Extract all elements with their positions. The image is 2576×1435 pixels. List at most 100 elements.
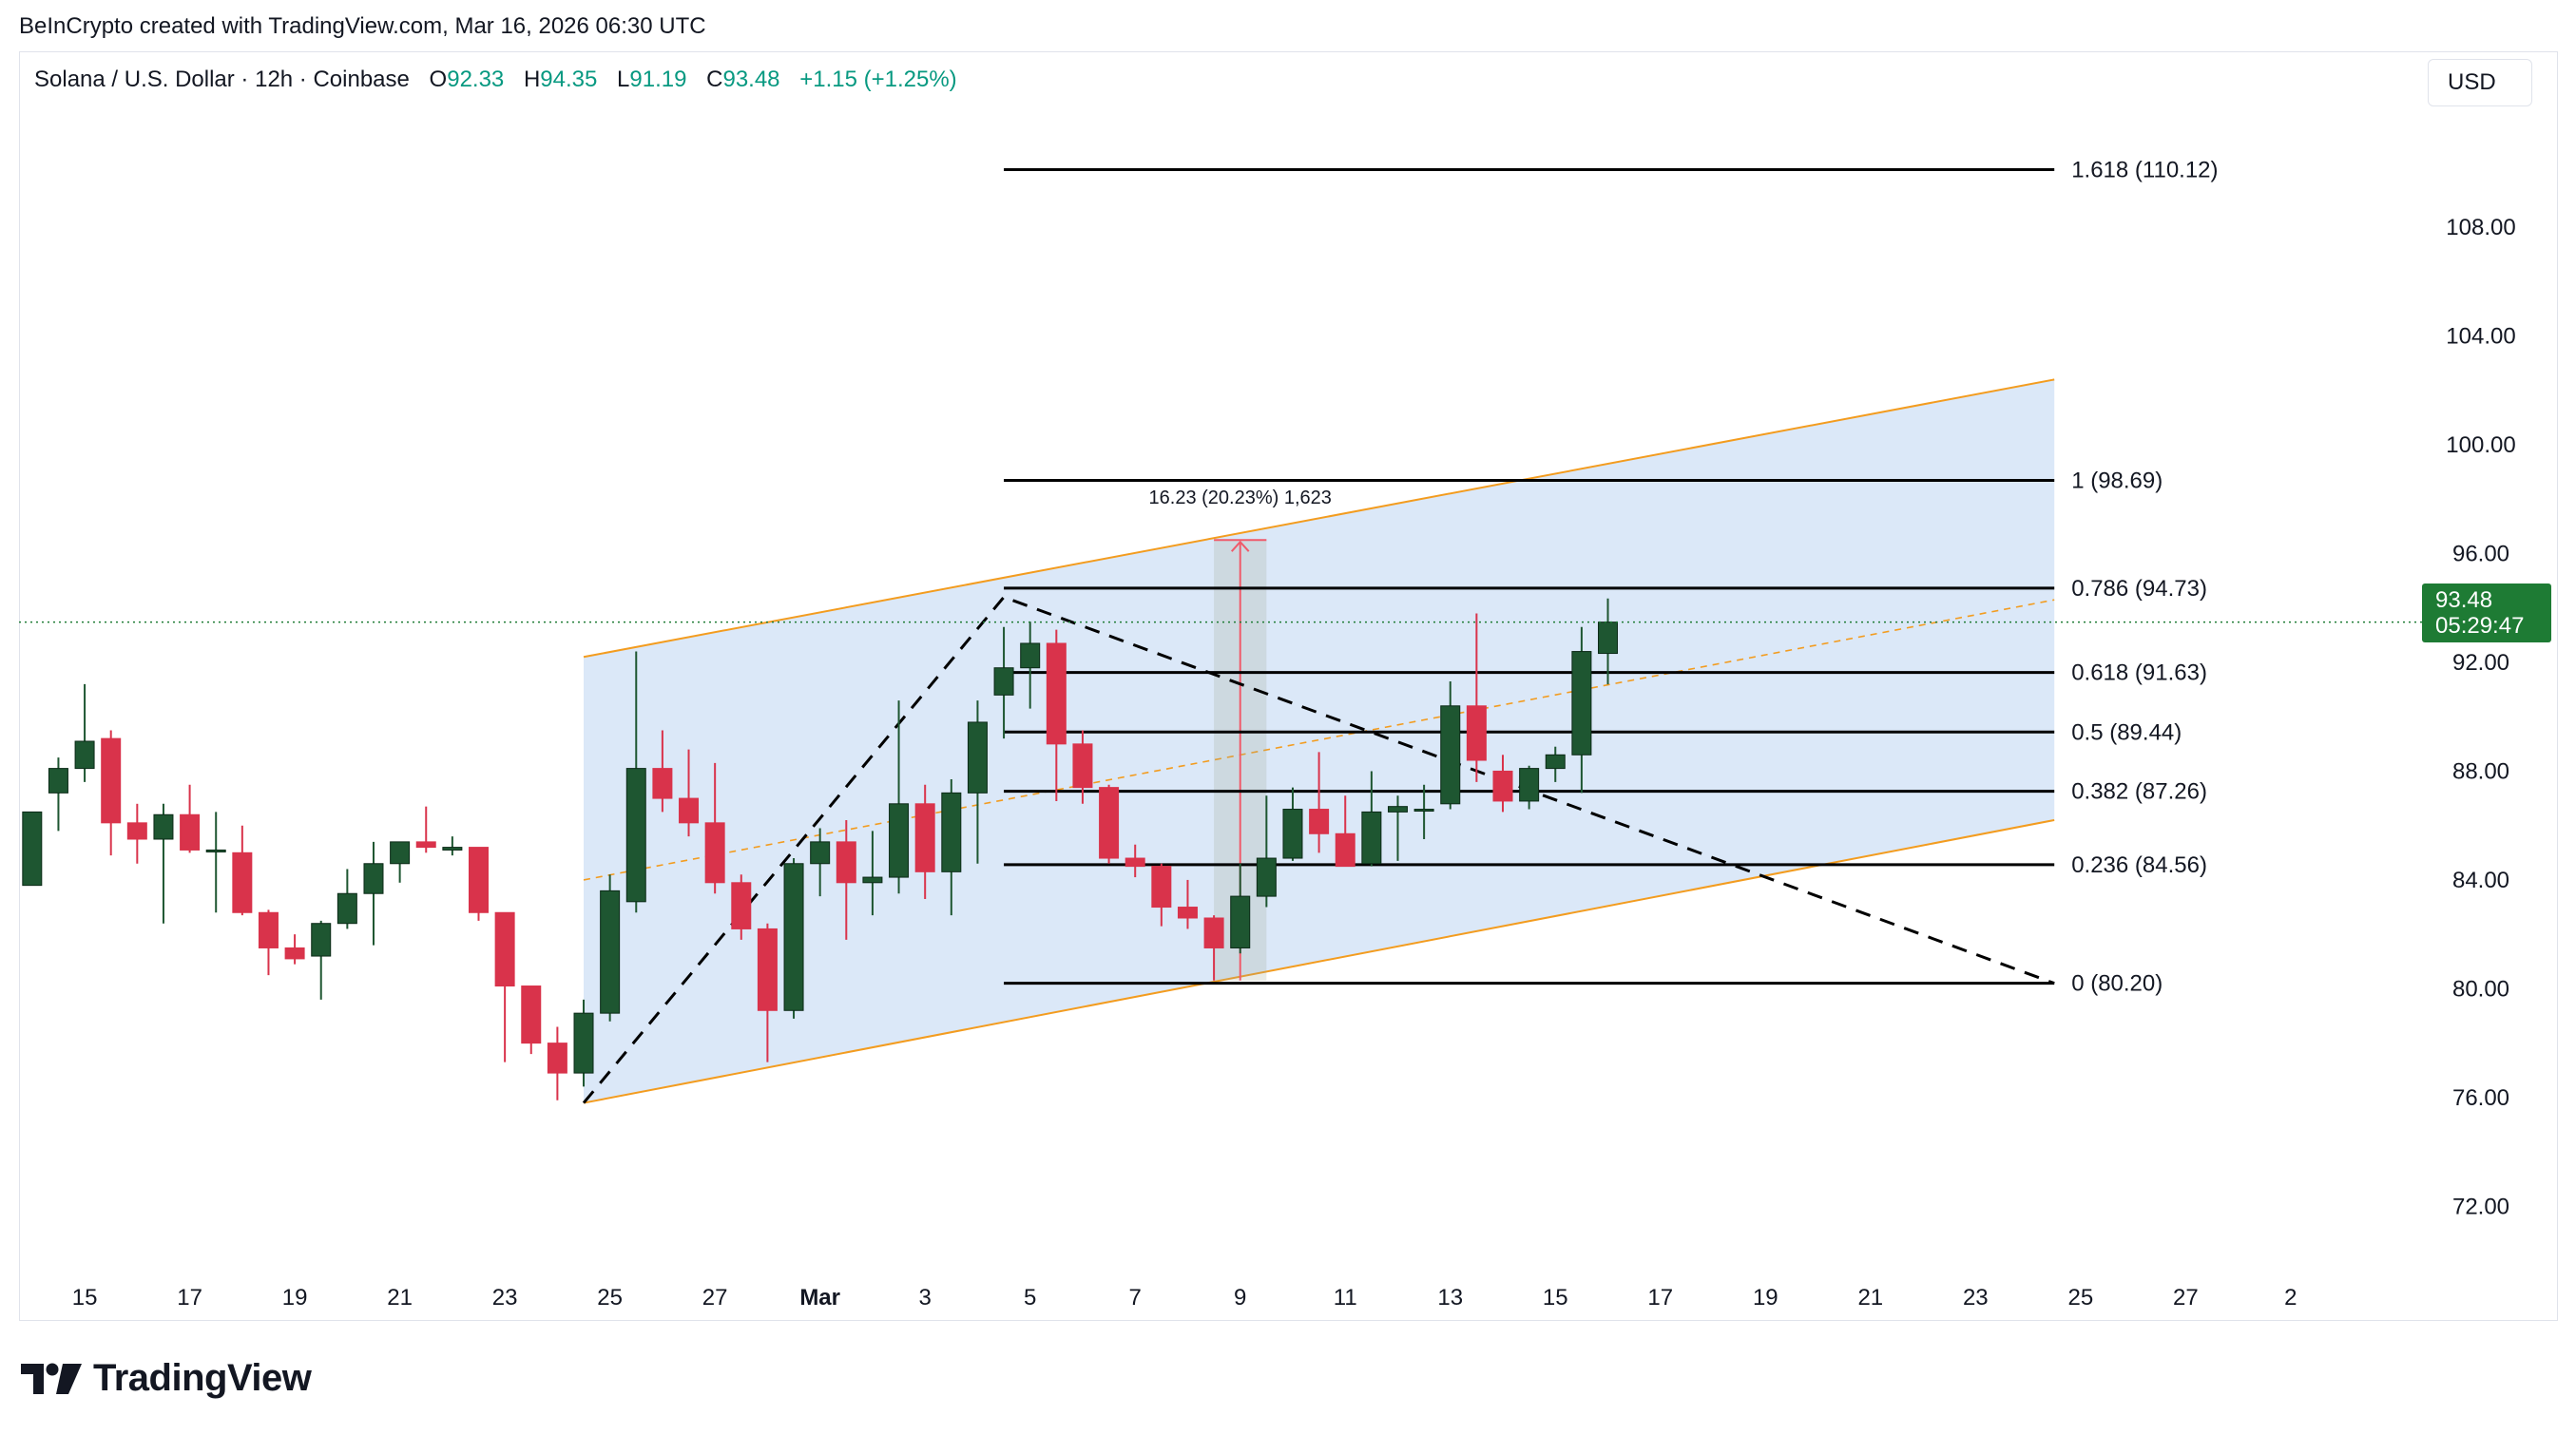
candle-14 <box>390 841 411 883</box>
channel-fill <box>584 379 2055 1103</box>
candle-body-23 <box>625 768 646 903</box>
last-price-badge: 93.48 05:29:47 <box>2422 584 2551 642</box>
fib-level-label-3: 0.618 (91.63) <box>2071 660 2207 686</box>
candle-9 <box>258 909 279 976</box>
time-tick-9: 5 <box>1024 1285 1036 1311</box>
candle-body-14 <box>390 841 411 865</box>
candle-19 <box>521 985 542 1055</box>
candle-body-45 <box>1203 917 1224 948</box>
channel-median-line <box>583 599 2055 881</box>
candle-34 <box>914 784 935 899</box>
candle-55 <box>1466 613 1487 782</box>
channel-upper-line <box>583 378 2055 659</box>
candle-body-59 <box>1571 651 1592 756</box>
candle-8 <box>232 825 253 916</box>
time-tick-15: 17 <box>1647 1285 1673 1311</box>
candle-body-36 <box>967 721 988 794</box>
candle-body-20 <box>547 1043 567 1074</box>
time-tick-6: 27 <box>702 1285 728 1311</box>
time-tick-11: 9 <box>1234 1285 1246 1311</box>
candle-47 <box>1256 795 1277 908</box>
candle-body-41 <box>1099 787 1120 859</box>
close-label: C <box>706 67 723 92</box>
candle-body-2 <box>74 740 95 770</box>
time-tick-0: 15 <box>72 1285 98 1311</box>
time-tick-4: 23 <box>492 1285 518 1311</box>
time-tick-10: 7 <box>1129 1285 1142 1311</box>
candle-35 <box>941 779 962 916</box>
zigzag-pattern <box>582 595 2055 1104</box>
tradingview-logo-icon <box>21 1363 82 1394</box>
candle-44 <box>1177 879 1198 929</box>
fib-level-label-6: 0.236 (84.56) <box>2071 852 2207 878</box>
candle-body-53 <box>1413 809 1434 813</box>
open-value: 92.33 <box>447 67 505 92</box>
currency-button[interactable]: USD <box>2428 59 2532 106</box>
price-tick-2: 80.00 <box>2452 976 2509 1002</box>
candle-body-34 <box>914 803 935 872</box>
time-tick-16: 19 <box>1753 1285 1778 1311</box>
fib-level-label-5: 0.382 (87.26) <box>2071 779 2207 805</box>
candle-5 <box>153 803 174 924</box>
candle-56 <box>1492 755 1513 813</box>
time-tick-1: 17 <box>177 1285 202 1311</box>
tradingview-brand[interactable]: TradingView <box>21 1357 312 1400</box>
candle-45 <box>1203 915 1224 981</box>
candle-body-10 <box>284 947 305 960</box>
candle-body-6 <box>180 813 201 851</box>
candle-body-9 <box>258 911 279 948</box>
high-label: H <box>523 67 541 92</box>
price-axis: 72.00 76.00 80.00 84.00 88.00 92.00 96.00 100.0… <box>2446 215 2515 1219</box>
chart-frame <box>19 51 2558 1321</box>
candle-body-42 <box>1125 857 1145 868</box>
symbol-legend: Solana / U.S. Dollar · 12h · Coinbase O9… <box>34 67 957 93</box>
candle-16 <box>442 836 463 856</box>
candle-49 <box>1309 752 1330 853</box>
candle-36 <box>967 700 988 864</box>
candle-body-35 <box>941 792 962 872</box>
fib-level-label-7: 0 (80.20) <box>2071 971 2163 997</box>
candle-46 <box>1230 863 1251 954</box>
candle-body-32 <box>862 876 883 884</box>
time-tick-17: 21 <box>1857 1285 1883 1311</box>
candles <box>22 598 1619 1100</box>
candle-40 <box>1072 730 1093 804</box>
fib-level-label-2: 0.786 (94.73) <box>2071 576 2207 602</box>
candle-body-31 <box>836 841 856 884</box>
candle-41 <box>1099 784 1120 864</box>
time-tick-18: 23 <box>1963 1285 1989 1311</box>
time-tick-13: 13 <box>1437 1285 1463 1311</box>
candle-21 <box>573 999 594 1087</box>
candle-body-24 <box>652 768 673 799</box>
candle-37 <box>993 626 1014 739</box>
candle-31 <box>836 819 856 940</box>
candle-18 <box>494 911 515 1062</box>
candle-body-51 <box>1361 811 1382 865</box>
candle-body-18 <box>494 911 515 987</box>
candle-27 <box>731 874 752 940</box>
candle-7 <box>205 812 226 913</box>
time-tick-7: Mar <box>799 1285 840 1311</box>
open-label: O <box>429 67 448 92</box>
zigzag-line <box>582 595 2055 1104</box>
candle-body-44 <box>1177 907 1198 919</box>
candle-53 <box>1413 784 1434 840</box>
time-tick-5: 25 <box>597 1285 623 1311</box>
candle-2 <box>74 683 95 782</box>
price-tick-0: 72.00 <box>2452 1194 2509 1219</box>
candle-22 <box>600 874 621 1022</box>
candle-body-15 <box>415 841 436 849</box>
chart-credit: BeInCrypto created with TradingView.com,… <box>19 13 706 39</box>
time-tick-19: 25 <box>2067 1285 2093 1311</box>
candle-4 <box>126 803 147 864</box>
candle-body-3 <box>101 737 122 824</box>
fib-level-label-0: 1.618 (110.12) <box>2071 157 2218 182</box>
fib-level-label-1: 1 (98.69) <box>2071 469 2163 494</box>
candle-body-25 <box>679 797 700 824</box>
candle-13 <box>363 841 384 946</box>
candle-52 <box>1387 795 1408 861</box>
candle-body-52 <box>1387 806 1408 813</box>
time-tick-21: 2 <box>2284 1285 2297 1311</box>
candle-28 <box>757 923 778 1062</box>
